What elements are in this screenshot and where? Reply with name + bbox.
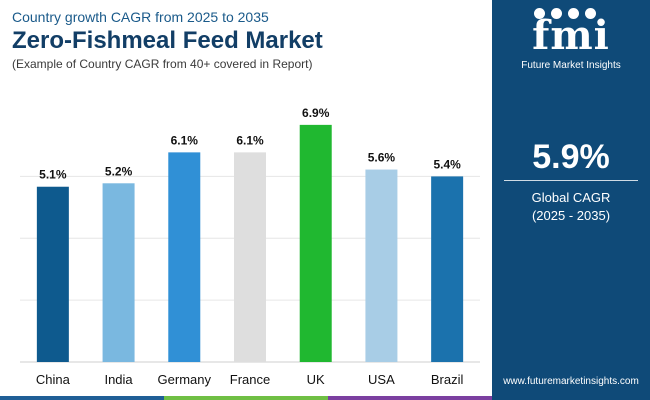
logo-letters: fmi [532, 12, 610, 59]
bar-usa [365, 169, 398, 362]
chart-subtitle-bottom: (Example of Country CAGR from 40+ covere… [12, 57, 313, 71]
category-label: Brazil [431, 372, 464, 387]
bar-china [36, 186, 69, 362]
strip-segment-green [164, 396, 328, 400]
logo-dot-icon [568, 8, 579, 19]
bar-india [102, 183, 135, 362]
chart-title: Zero-Fishmeal Feed Market [12, 27, 323, 54]
chart-subtitle-top: Country growth CAGR from 2025 to 2035 [12, 9, 269, 25]
logo-dot-icon [551, 8, 562, 19]
bottom-color-strip [0, 396, 492, 400]
category-label: France [230, 372, 270, 387]
global-cagr-range: (2025 - 2035) [531, 208, 611, 223]
data-label: 6.1% [171, 133, 199, 147]
sidebar-panel: fmi Future Market Insights 5.9% Global C… [492, 0, 650, 400]
bar-germany [168, 152, 201, 362]
data-label: 6.9% [302, 106, 330, 120]
data-label: 5.1% [39, 168, 67, 182]
bar-uk [299, 124, 332, 363]
sidebar-divider [504, 180, 638, 181]
category-label: China [36, 372, 71, 387]
website-url: www.futuremarketinsights.com [503, 376, 639, 387]
fmi-logo: fmi Future Market Insights [492, 0, 650, 78]
category-label: India [104, 372, 133, 387]
data-label: 5.6% [368, 151, 396, 165]
category-label: UK [307, 372, 325, 387]
data-label: 5.4% [433, 157, 461, 171]
logo-dot-icon [585, 8, 596, 19]
category-label: USA [368, 372, 395, 387]
logo-dot-icon [534, 8, 545, 19]
category-label: Germany [158, 372, 212, 387]
data-label: 5.2% [105, 164, 133, 178]
strip-segment-blue [0, 396, 164, 400]
global-cagr-label: Global CAGR [531, 190, 611, 205]
bar-france [234, 152, 266, 362]
bar-chart: 5.1% China 5.2% India 6.1% Germany 6.1% France 6… [20, 106, 480, 387]
logo-company-name: Future Market Insights [521, 60, 621, 71]
data-label: 6.1% [236, 133, 264, 147]
bar-brazil [431, 176, 464, 362]
chart-header: Country growth CAGR from 2025 to 2035 Ze… [12, 8, 323, 72]
global-cagr-value: 5.9% [532, 138, 610, 176]
strip-segment-purple [328, 396, 492, 400]
logo-icons [534, 6, 614, 20]
